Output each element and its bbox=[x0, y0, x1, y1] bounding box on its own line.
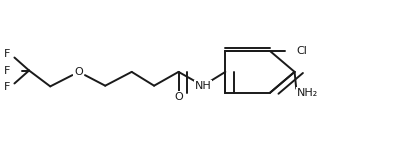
Text: NH: NH bbox=[194, 81, 211, 91]
Text: F: F bbox=[4, 66, 10, 75]
Text: O: O bbox=[174, 92, 182, 102]
Text: F: F bbox=[4, 49, 10, 59]
Text: Cl: Cl bbox=[296, 46, 307, 56]
Text: F: F bbox=[4, 82, 10, 92]
Text: NH₂: NH₂ bbox=[296, 88, 317, 98]
Text: O: O bbox=[74, 67, 83, 77]
